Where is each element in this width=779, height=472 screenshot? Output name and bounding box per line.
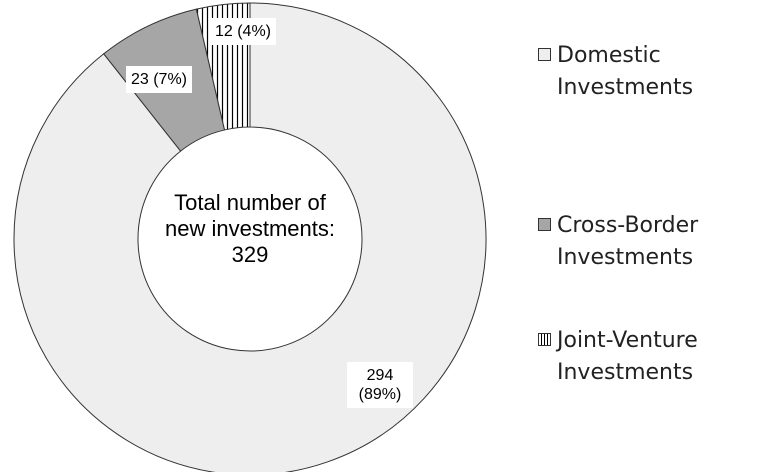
legend-label: Joint-Venture Investments (557, 328, 698, 385)
center-label: Total number of new investments: 329 (140, 190, 360, 268)
value-label: 23 (7%) (126, 66, 192, 93)
legend-item: Domestic Investments (538, 40, 778, 104)
legend-item: Joint-Venture Investments (538, 325, 778, 389)
legend-swatch (538, 218, 551, 231)
legend-label: Domestic Investments (557, 43, 694, 100)
donut-slice (13, 2, 487, 472)
center-text: Total number of new investments: (165, 190, 335, 241)
legend-label: Cross-Border Investments (557, 213, 699, 270)
legend-swatch (538, 333, 551, 346)
value-label: 12 (4%) (210, 18, 276, 45)
value-label: 294 (89%) (347, 362, 413, 408)
legend-item: Cross-Border Investments (538, 210, 778, 274)
center-total: 329 (231, 242, 269, 267)
legend-swatch (538, 48, 551, 61)
